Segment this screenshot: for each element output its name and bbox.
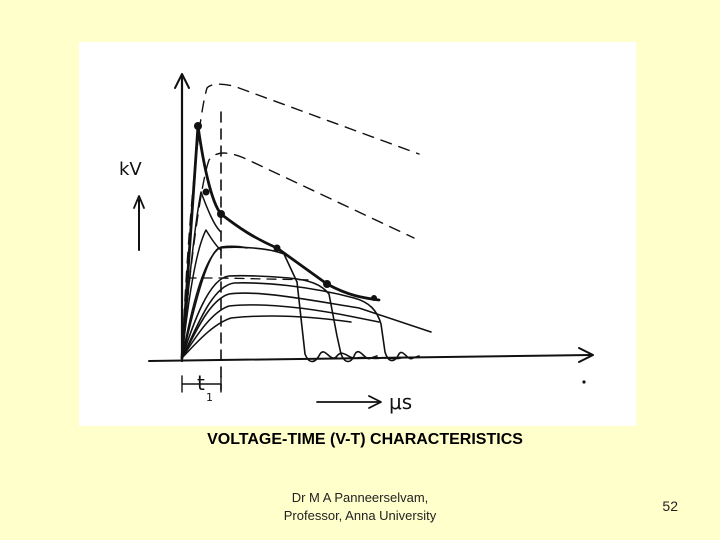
footer-author: Dr M A Panneerselvam, (291, 490, 429, 505)
us-arrow-head (368, 395, 382, 409)
waveform-chopped-long (181, 246, 402, 363)
us-label: μs (389, 390, 412, 414)
vt-diagram-svg: kV t 1 μs (119, 73, 594, 414)
data-point-1 (194, 122, 202, 130)
kv-label: kV (119, 159, 142, 180)
waveform-1 (181, 191, 222, 359)
waveform-low-3 (181, 315, 352, 359)
data-point-4 (273, 244, 281, 252)
dashed-curve-flat (186, 277, 315, 281)
x-axis-arrow (578, 347, 594, 363)
footer: Dr M A Panneerselvam, Professor, Anna Un… (240, 489, 480, 525)
data-point-3 (217, 210, 225, 218)
vt-diagram: kV t 1 μs (79, 42, 636, 426)
footer-affiliation: Professor, Anna University (283, 508, 437, 523)
kv-arrow-head (133, 195, 145, 209)
figure-caption: VOLTAGE-TIME (V-T) CHARACTERISTICS (207, 431, 523, 448)
data-point-2 (202, 188, 210, 196)
y-axis-arrow (174, 73, 190, 89)
waveform-low-2 (181, 304, 380, 359)
t1-label: t (197, 371, 205, 395)
dashed-curve-second (181, 152, 415, 359)
data-point-6 (371, 295, 377, 301)
waveform-2 (181, 229, 222, 359)
data-point-5 (323, 280, 331, 288)
waveform-chopped-mid (181, 274, 378, 363)
stray-dot (582, 380, 586, 384)
waveform-chopped-short (181, 282, 420, 362)
t1-subscript: 1 (206, 391, 213, 404)
vt-characteristic-curve (180, 124, 381, 360)
waveform-low-1 (181, 292, 432, 359)
page-number: 52 (662, 498, 678, 514)
